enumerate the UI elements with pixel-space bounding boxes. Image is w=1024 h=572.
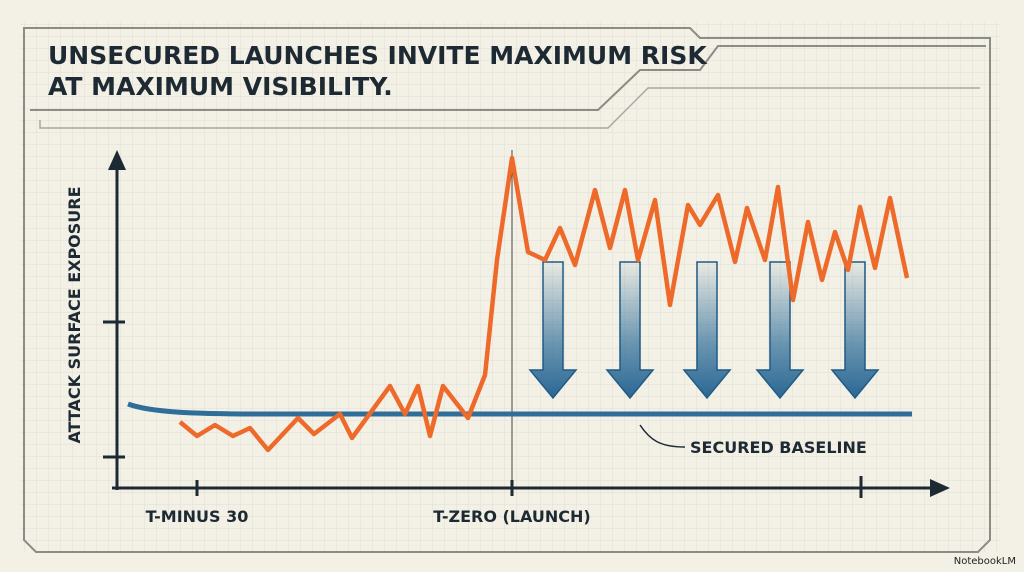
title-frame [30,45,986,111]
title-line: UNSECURED LAUNCHES INVITE MAXIMUM RISK [48,41,708,70]
reduction-arrows [528,261,880,400]
y-arrowhead [108,150,126,170]
annotation-leader [639,424,686,448]
x-label: T-ZERO (LAUNCH) [433,507,590,526]
frame-accent [39,87,980,129]
axes [103,165,935,498]
y-axis-label: ATTACK SURFACE EXPOSURE [65,186,84,443]
watermark: NotebookLM [954,556,1016,567]
secured-baseline [127,401,912,417]
exposure-line [178,155,910,453]
outer-frame [23,27,991,553]
x-arrowhead [930,479,950,497]
x-label: T-MINUS 30 [146,507,249,526]
title-line: AT MAXIMUM VISIBILITY. [48,72,393,101]
annotation: SECURED BASELINE [690,438,867,457]
